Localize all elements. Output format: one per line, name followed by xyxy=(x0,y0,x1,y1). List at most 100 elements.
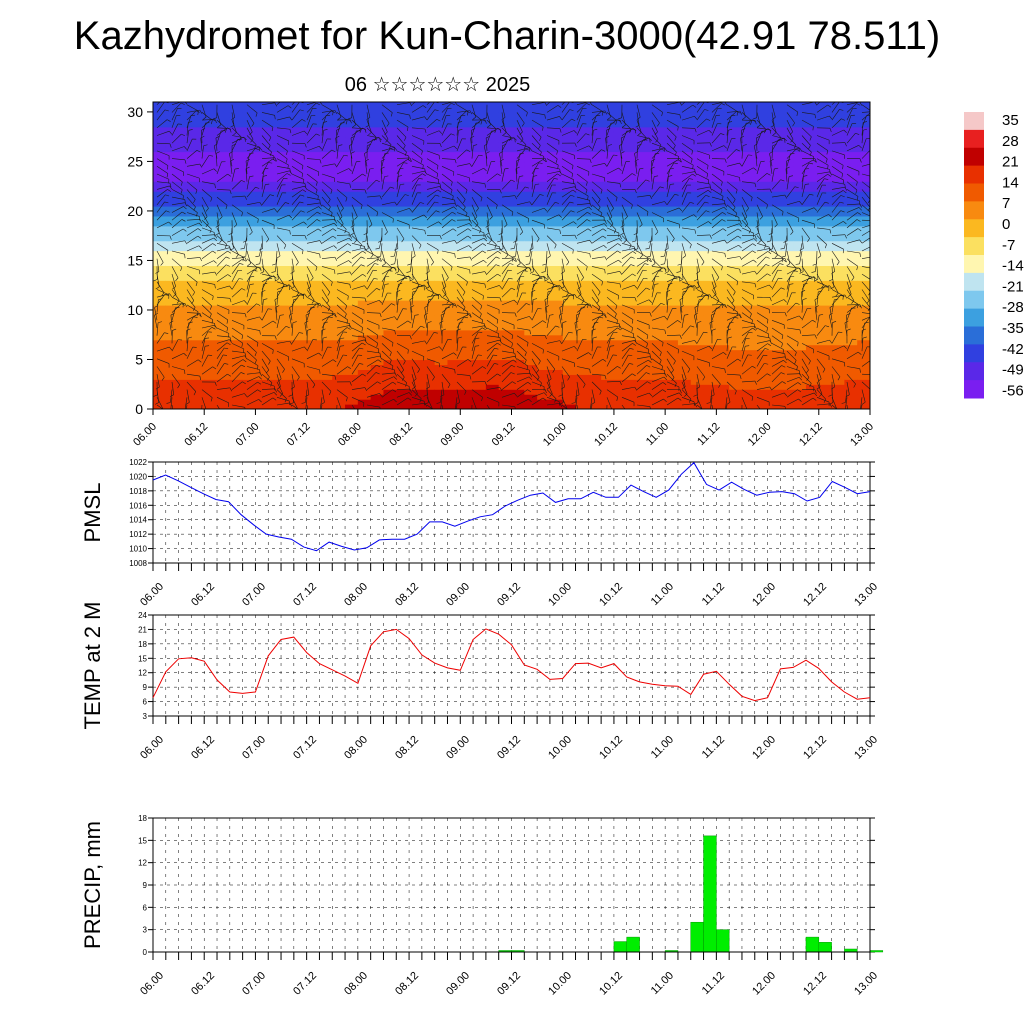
wind-barb-flag xyxy=(168,221,172,225)
wind-barb-flag xyxy=(346,327,351,330)
wind-barb-flag xyxy=(409,208,413,212)
wind-barb xyxy=(156,109,166,121)
wind-barb-flag xyxy=(166,402,171,404)
heatmap-cell xyxy=(537,205,551,212)
heatmap-cell xyxy=(498,260,513,267)
wind-barb-flag xyxy=(360,264,365,267)
heatmap-cell xyxy=(588,260,602,267)
heatmap-cell xyxy=(255,210,269,217)
heatmap-cell xyxy=(524,319,538,326)
wind-barb xyxy=(274,299,278,313)
wind-barb-flag xyxy=(185,402,190,405)
heatmap-cell xyxy=(165,245,180,252)
heatmap-cell xyxy=(473,186,487,192)
wind-barb xyxy=(306,381,310,395)
heatmap-cell xyxy=(716,205,730,212)
heatmap-cell xyxy=(255,220,269,227)
heatmap-cell xyxy=(165,305,180,311)
heatmap-cell xyxy=(754,389,769,395)
heatmap-cell xyxy=(332,201,346,207)
heatmap-cell xyxy=(793,215,807,222)
wind-barb-flag xyxy=(390,148,395,151)
heatmap-cell xyxy=(191,300,205,306)
heatmap-cell xyxy=(485,106,500,113)
wind-barb-flag xyxy=(299,201,304,204)
heatmap-cell xyxy=(242,379,257,385)
heatmap-cell xyxy=(831,166,845,172)
heatmap-cell xyxy=(332,389,346,395)
heatmap-cell xyxy=(460,220,474,227)
heatmap-cell xyxy=(485,196,500,202)
wind-barb xyxy=(396,194,406,205)
heatmap-cell xyxy=(255,369,269,375)
heatmap-cell xyxy=(831,102,845,108)
heatmap-cell xyxy=(281,260,295,267)
heatmap-cell xyxy=(217,151,231,158)
heatmap-cell xyxy=(153,374,167,380)
heatmap-cell xyxy=(370,225,385,232)
wind-barb-flag xyxy=(368,132,372,136)
heatmap-cell xyxy=(677,126,692,133)
wind-barb-flag xyxy=(409,115,411,120)
heatmap-cell xyxy=(767,106,781,113)
heatmap-cell xyxy=(639,106,653,113)
heatmap-cell xyxy=(191,156,205,163)
heatmap-cell xyxy=(485,354,500,361)
wind-barb-flag xyxy=(211,327,216,330)
heatmap-cell xyxy=(703,359,717,366)
heatmap-cell xyxy=(229,186,244,192)
heatmap-cell xyxy=(319,186,333,192)
heatmap-cell xyxy=(677,399,692,405)
heatmap-cell xyxy=(767,151,781,158)
wind-barb-flag xyxy=(205,208,209,212)
wind-barb xyxy=(261,157,275,159)
heatmap-cell xyxy=(319,354,333,361)
heatmap-cell xyxy=(370,255,385,262)
heatmap-cell xyxy=(549,210,564,217)
heatmap-cell xyxy=(549,369,564,375)
wind-barb-flag xyxy=(281,284,285,289)
wind-barb xyxy=(336,397,342,409)
heatmap-cell xyxy=(677,166,692,172)
heatmap-cell xyxy=(652,111,666,118)
heatmap-cell xyxy=(332,285,346,291)
wind-barb xyxy=(381,381,393,390)
heatmap-cell xyxy=(690,151,705,158)
wind-barb-flag xyxy=(167,410,171,411)
heatmap-cell xyxy=(857,235,870,242)
heatmap-cell xyxy=(485,270,500,276)
heatmap-cell xyxy=(191,329,205,336)
wind-barb-flag xyxy=(330,212,333,217)
heatmap-cell xyxy=(498,102,513,108)
heatmap-cell xyxy=(831,205,845,212)
heatmap-cell xyxy=(741,225,756,232)
heatmap-cell xyxy=(703,111,717,118)
heatmap-cell xyxy=(831,121,845,128)
wind-barb-flag xyxy=(198,222,203,227)
wind-barb xyxy=(394,250,398,264)
wind-barb xyxy=(381,127,389,140)
heatmap-cell xyxy=(396,131,410,138)
heatmap-cell xyxy=(319,374,333,380)
heatmap-cell xyxy=(831,245,845,252)
heatmap-cell xyxy=(857,359,870,366)
heatmap-cell xyxy=(754,186,769,192)
heatmap-cell xyxy=(421,314,436,321)
heatmap-cell xyxy=(498,151,513,158)
heatmap-cell xyxy=(447,280,461,286)
heatmap-cell xyxy=(665,280,679,286)
wind-barb xyxy=(366,312,381,314)
wind-barb xyxy=(276,192,283,205)
heatmap-cell xyxy=(549,116,564,123)
heatmap-cell xyxy=(549,344,564,351)
heatmap-cell xyxy=(460,389,474,395)
wind-barb-flag xyxy=(349,183,351,188)
wind-barb-flag xyxy=(212,117,217,120)
heatmap-cell xyxy=(780,111,794,118)
heatmap-cell xyxy=(332,354,346,361)
heatmap-cell xyxy=(793,166,807,172)
heatmap-cell xyxy=(217,230,231,237)
wind-barb-flag xyxy=(224,128,227,133)
heatmap-cell xyxy=(281,384,295,390)
wind-barb xyxy=(351,387,365,390)
